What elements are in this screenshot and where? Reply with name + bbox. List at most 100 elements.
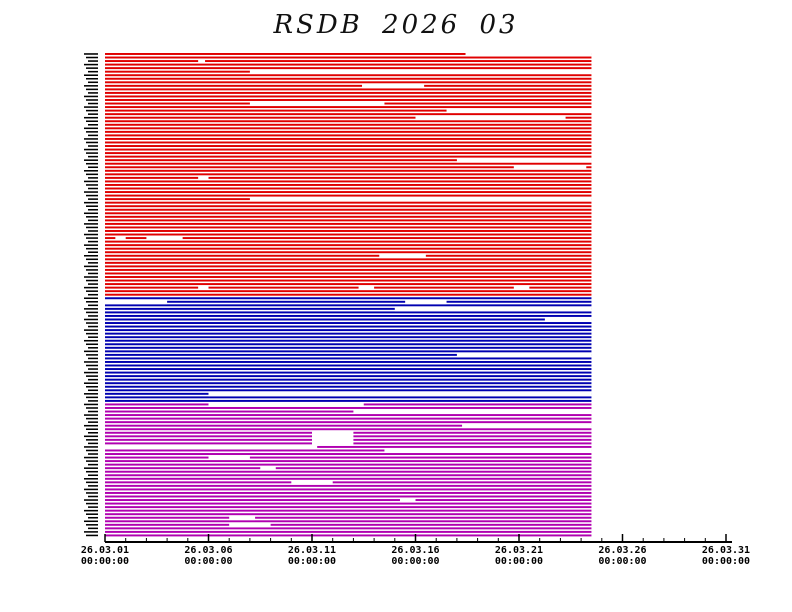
row-label-mark bbox=[84, 297, 98, 300]
data-bar bbox=[105, 343, 592, 346]
row-label-mark bbox=[88, 92, 98, 94]
data-bar bbox=[105, 297, 592, 300]
row-label-mark bbox=[88, 325, 98, 328]
x-tick-label: 26.03.26 bbox=[598, 545, 646, 556]
data-bar bbox=[105, 407, 592, 409]
row-label-mark bbox=[88, 378, 98, 381]
row-label-mark bbox=[84, 106, 98, 108]
data-bar bbox=[105, 368, 592, 371]
data-bar bbox=[105, 453, 592, 455]
data-bar bbox=[105, 261, 592, 264]
x-tick-label: 26.03.11 bbox=[288, 545, 336, 556]
data-bar bbox=[105, 371, 592, 374]
data-bar bbox=[105, 332, 592, 335]
data-gap bbox=[362, 84, 425, 89]
data-bar bbox=[105, 314, 592, 317]
row-label-mark bbox=[88, 283, 98, 285]
row-label-mark bbox=[88, 463, 98, 466]
data-bar bbox=[105, 113, 592, 116]
data-gap bbox=[384, 449, 592, 453]
data-bar bbox=[105, 339, 592, 342]
row-label-mark bbox=[88, 336, 98, 338]
row-label-mark bbox=[88, 389, 98, 392]
data-gap bbox=[105, 300, 168, 305]
data-bar bbox=[105, 509, 592, 512]
row-label-mark bbox=[86, 354, 98, 356]
row-label-mark bbox=[88, 198, 98, 200]
row-label-mark bbox=[88, 432, 98, 434]
data-bar bbox=[105, 155, 592, 158]
data-bars bbox=[105, 53, 592, 537]
data-bar bbox=[105, 499, 592, 502]
row-label-mark bbox=[88, 230, 98, 232]
row-label-mark bbox=[84, 85, 98, 87]
data-bar bbox=[105, 88, 592, 91]
data-bar bbox=[105, 428, 592, 431]
data-bar bbox=[105, 247, 592, 250]
data-bar bbox=[105, 226, 592, 229]
row-label-mark bbox=[88, 219, 98, 222]
row-label-mark bbox=[88, 145, 98, 147]
row-label-mark bbox=[86, 109, 98, 112]
row-label-mark bbox=[86, 428, 98, 431]
data-bar bbox=[105, 60, 592, 63]
data-gap bbox=[465, 52, 592, 57]
x-tick-label-time: 00:00:00 bbox=[81, 556, 129, 567]
data-gap bbox=[513, 286, 530, 290]
row-label-mark bbox=[86, 492, 98, 494]
row-label-mark bbox=[88, 166, 98, 169]
data-bar bbox=[105, 385, 592, 388]
row-label-mark bbox=[86, 269, 98, 271]
data-bar bbox=[105, 127, 592, 130]
data-bar bbox=[105, 169, 592, 172]
row-label-mark bbox=[86, 88, 98, 91]
data-bar bbox=[105, 530, 592, 533]
row-label-mark bbox=[84, 403, 98, 406]
data-bar bbox=[105, 350, 592, 353]
row-label-mark bbox=[86, 322, 98, 324]
row-label-mark bbox=[86, 120, 98, 123]
data-bar bbox=[105, 77, 592, 80]
data-bar bbox=[105, 99, 592, 101]
data-bar bbox=[105, 346, 592, 349]
data-bar bbox=[105, 237, 592, 240]
data-bar bbox=[105, 523, 592, 526]
row-label-mark bbox=[88, 357, 98, 360]
row-label-mark bbox=[84, 520, 98, 523]
row-label-mark bbox=[84, 170, 98, 172]
row-label-mark bbox=[84, 148, 98, 151]
data-bar bbox=[105, 424, 592, 427]
data-bar bbox=[105, 445, 592, 448]
x-tick-label-time: 00:00:00 bbox=[391, 556, 439, 567]
data-bar bbox=[105, 191, 592, 194]
data-gap bbox=[415, 116, 566, 121]
row-label-mark bbox=[86, 396, 98, 399]
data-bar bbox=[105, 410, 592, 413]
data-bar bbox=[105, 67, 592, 70]
row-label-mark bbox=[86, 279, 98, 282]
row-label-mark bbox=[86, 131, 98, 133]
row-label-mark bbox=[88, 155, 98, 158]
row-label-mark bbox=[88, 272, 98, 275]
row-label-mark bbox=[88, 527, 98, 530]
row-label-mark bbox=[86, 534, 98, 537]
data-gap bbox=[394, 307, 592, 312]
data-bar bbox=[105, 353, 592, 356]
data-bar bbox=[105, 290, 592, 293]
row-label-mark bbox=[88, 368, 98, 370]
data-bar bbox=[105, 116, 592, 119]
data-bar bbox=[105, 205, 592, 208]
data-bar bbox=[105, 513, 592, 516]
row-label-mark bbox=[84, 159, 98, 161]
x-tick-label-time: 00:00:00 bbox=[598, 556, 646, 567]
data-gap bbox=[462, 424, 592, 429]
data-bar bbox=[105, 166, 592, 169]
data-bar bbox=[105, 130, 592, 133]
data-bar bbox=[105, 254, 592, 257]
data-gap bbox=[456, 353, 592, 358]
row-label-mark bbox=[84, 318, 98, 321]
data-gap bbox=[208, 392, 592, 397]
row-label-mark bbox=[88, 124, 98, 126]
data-gap bbox=[405, 300, 447, 305]
row-label-mark bbox=[84, 435, 98, 438]
